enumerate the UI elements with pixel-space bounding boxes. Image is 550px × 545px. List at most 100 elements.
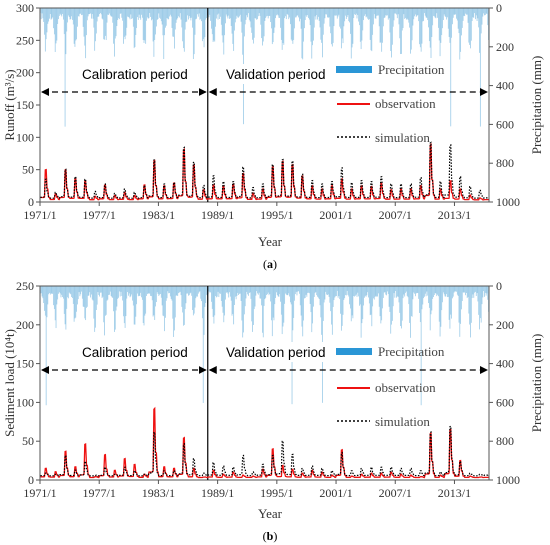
panel-b-precip-bar bbox=[222, 286, 224, 313]
panel-b-precip-bar bbox=[51, 286, 53, 294]
panel-b-precip-bar bbox=[262, 286, 264, 338]
panel-b-precip-bar bbox=[344, 286, 346, 299]
panel-a-precip-bar bbox=[85, 8, 87, 59]
panel-b-precip-bar bbox=[466, 286, 468, 299]
panel-b-precip-bar bbox=[95, 286, 97, 310]
panel-a-precip-bar bbox=[466, 8, 468, 15]
panel-b-precip-bar bbox=[474, 286, 475, 293]
panel-a-precip-bar bbox=[433, 8, 435, 17]
panel-a-precip-bar bbox=[407, 8, 409, 20]
panel-b-precip-bar bbox=[123, 286, 125, 324]
panel-a-precip-bar bbox=[199, 8, 201, 20]
panel-b-precip-bar bbox=[149, 286, 151, 294]
panel-a-precip-bar bbox=[298, 8, 300, 18]
panel-a-precip-bar bbox=[59, 8, 61, 14]
panel-a-precip-bar bbox=[368, 8, 369, 20]
panel-b-precip-bar bbox=[200, 286, 202, 299]
panel-a-precip-bar bbox=[284, 8, 286, 19]
panel-a-precip-bar bbox=[152, 8, 154, 42]
panel-b-precip-bar bbox=[74, 286, 76, 319]
panel-b-precip-bar bbox=[83, 286, 85, 307]
panel-b-precip-bar bbox=[49, 286, 51, 295]
panel-a-precip-bar bbox=[178, 8, 180, 18]
panel-b-precip-bar bbox=[294, 286, 295, 301]
panel-b-x-tick-label: 1983/1 bbox=[142, 486, 175, 500]
panel-b-precip-bar bbox=[385, 286, 387, 295]
panel-a-precip-bar bbox=[191, 8, 193, 18]
panel-a-precip-bar bbox=[210, 8, 212, 21]
panel-a-precip-bar bbox=[183, 8, 184, 49]
panel-b-y2-tick-label: 600 bbox=[496, 395, 514, 409]
panel-a-precip-bar bbox=[360, 8, 362, 50]
panel-a-y2-tick-label: 1000 bbox=[496, 195, 520, 209]
panel-a-precip-bar bbox=[291, 8, 293, 41]
panel-b-precip-bar bbox=[482, 286, 484, 298]
panel-a-precip-bar bbox=[285, 8, 286, 17]
panel-b-precip-bar bbox=[336, 286, 337, 297]
panel-b-precip-bar bbox=[377, 286, 378, 297]
panel-b-precip-bar bbox=[77, 286, 78, 305]
panel-a-precip-bar bbox=[133, 8, 135, 49]
panel-a-precip-bar bbox=[351, 8, 353, 48]
panel-a-precip-bar bbox=[220, 8, 222, 25]
panel-a-precip-bar bbox=[344, 8, 346, 22]
panel-b-precip-bar bbox=[164, 286, 165, 332]
panel-b-precip-bar bbox=[382, 286, 384, 298]
panel-a-precip-bar bbox=[429, 8, 431, 48]
panel-a-precip-bar bbox=[340, 8, 342, 49]
panel-b-precip-bar bbox=[229, 286, 231, 297]
panel-b-precip-bar bbox=[215, 286, 216, 297]
panel-a-precip-bar bbox=[362, 8, 364, 31]
panel-b-precip-bar bbox=[461, 286, 462, 310]
panel-b-precip-bar bbox=[66, 286, 68, 309]
panel-a-precip-bar bbox=[336, 8, 337, 16]
panel-a-precip-bar bbox=[366, 8, 368, 17]
panel-a-precip-bar bbox=[121, 8, 123, 18]
panel-b-precip-bar bbox=[109, 286, 110, 295]
panel-b-precip-bar bbox=[58, 286, 59, 294]
panel-a-precip-bar bbox=[355, 8, 357, 14]
panel-a-precip-bar bbox=[391, 8, 393, 45]
panel-b-precip-bar bbox=[214, 286, 216, 316]
panel-a-precip-bar bbox=[438, 8, 439, 28]
panel-b-legend-sim-label: simulation bbox=[375, 414, 430, 429]
panel-a-precip-bar bbox=[90, 8, 91, 14]
panel-a-precip-bar bbox=[403, 8, 405, 15]
panel-b-precip-bar bbox=[377, 286, 379, 294]
panel-a-precip-bar bbox=[236, 8, 238, 16]
panel-b-series-observation bbox=[40, 406, 489, 479]
panel-b-precip-bar bbox=[84, 286, 86, 319]
panel-b-precip-bar bbox=[269, 286, 271, 294]
panel-a-precip-bar bbox=[43, 8, 45, 22]
panel-b-precip-bar bbox=[297, 286, 299, 292]
panel-b-x-tick-label: 2001/1 bbox=[319, 486, 352, 500]
panel-b-precip-bar bbox=[245, 286, 247, 299]
panel-b-precip-bar bbox=[203, 286, 205, 335]
panel-b-precip-bar bbox=[231, 286, 233, 316]
panel-b-precip-bar bbox=[119, 286, 121, 297]
panel-a-precip-bar bbox=[280, 8, 281, 28]
panel-a-precip-bar bbox=[141, 8, 142, 15]
panel-a-precip-bar bbox=[229, 8, 230, 19]
panel-b-precip-bar bbox=[236, 286, 238, 296]
panel-a-precip-bar bbox=[263, 8, 265, 37]
panel-b-precip-bar bbox=[486, 286, 488, 294]
panel-b-precip-bar bbox=[318, 286, 320, 300]
panel-a-series-simulation bbox=[40, 141, 490, 199]
panel-a-precip-bar bbox=[174, 8, 175, 49]
panel-a-precip-bar bbox=[252, 8, 253, 40]
panel-a-precip-bar bbox=[211, 8, 212, 29]
panel-a-precip-bar bbox=[260, 8, 262, 25]
panel-b-precip-bar bbox=[427, 286, 429, 296]
panel-b-precip-bar bbox=[285, 286, 287, 295]
panel-a-precip-bar bbox=[65, 8, 67, 55]
panel-b-precip-bar bbox=[247, 286, 249, 295]
panel-a-precip-bar bbox=[392, 8, 394, 27]
panel-a-precip-bar bbox=[463, 8, 465, 16]
panel-a-precip-bar bbox=[325, 8, 327, 15]
panel-b-calibration-label: Calibration period bbox=[82, 345, 188, 360]
panel-a-precip-bar bbox=[445, 8, 447, 18]
panel-b-precip-bar bbox=[206, 286, 207, 295]
panel-b-precip-bar bbox=[246, 286, 248, 292]
panel-b-precip-bar bbox=[449, 286, 451, 329]
